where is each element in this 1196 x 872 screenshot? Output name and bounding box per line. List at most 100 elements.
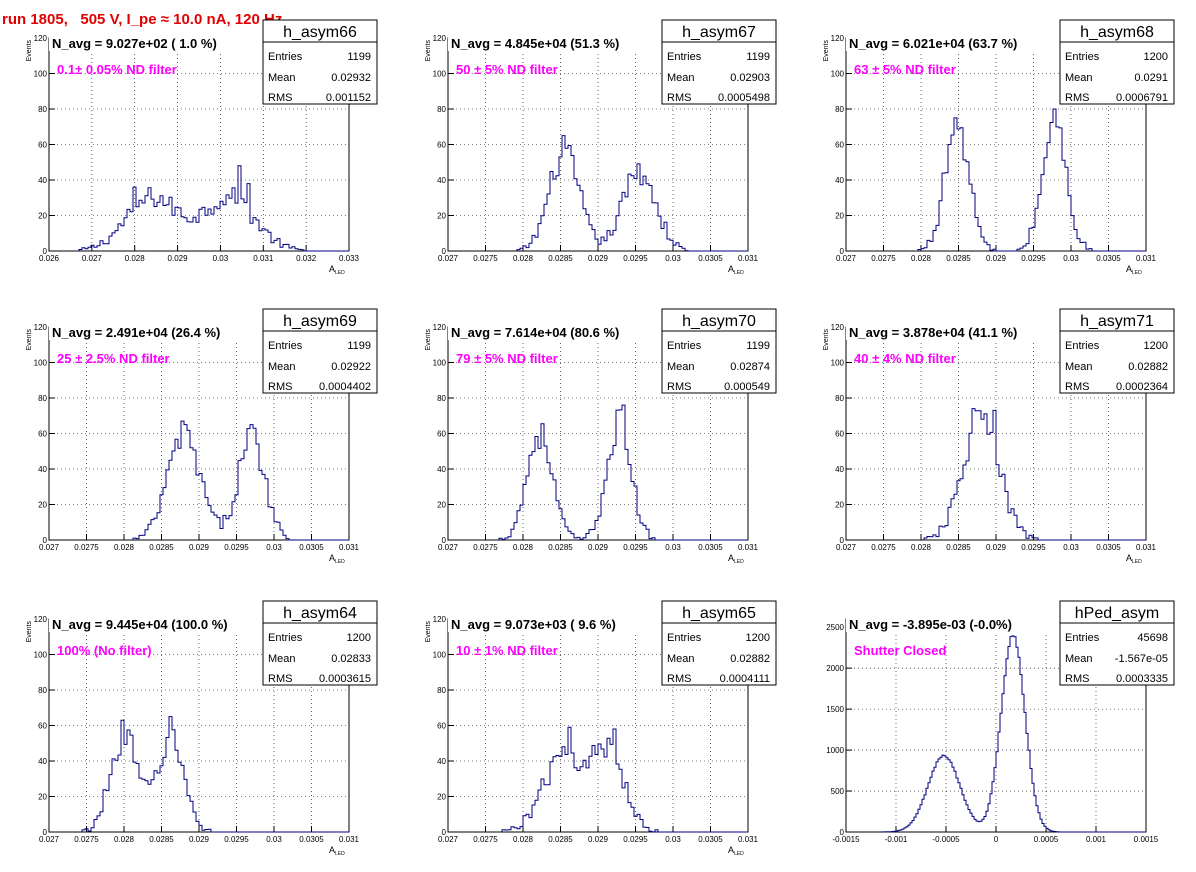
x-tick-label: 0.027	[39, 543, 60, 552]
x-tick-label: 0.0005	[1034, 835, 1059, 844]
stat-value-mean: 0.02922	[331, 361, 371, 373]
stat-label-entries: Entries	[1065, 340, 1100, 352]
filter-annotation: 10 ± 1% ND filter	[456, 643, 558, 658]
x-axis-label: ALED	[728, 553, 744, 565]
y-tick-label: 0	[43, 536, 48, 545]
stat-label-mean: Mean	[667, 361, 695, 373]
stats-box	[661, 600, 777, 686]
stats-box	[661, 308, 777, 394]
stat-label-rms: RMS	[268, 381, 292, 393]
x-tick-label: 0.028	[513, 835, 534, 844]
x-tick-label: 0.028	[911, 254, 932, 263]
x-tick-label: 0.001	[1086, 835, 1107, 844]
histogram-line	[498, 404, 748, 541]
filter-annotation: 50 ± 5% ND filter	[456, 62, 558, 77]
x-tick-label: 0.031	[1136, 543, 1157, 552]
histogram-line	[78, 165, 349, 252]
y-tick-label: 0	[442, 536, 447, 545]
y-tick-label: 120	[433, 615, 447, 624]
stat-label-rms: RMS	[1065, 92, 1089, 104]
histogram-name: h_asym64	[283, 605, 357, 622]
x-tick-label: 0.029	[986, 254, 1007, 263]
x-tick-label: 0.0285	[149, 543, 174, 552]
y-tick-label: 120	[831, 34, 845, 43]
y-tick-label: 20	[437, 501, 446, 510]
title-box	[49, 323, 267, 340]
histogram-panel-h_asym64: 0.027 0.0275 0.028 0.0285 0.029 0.0295 0.03 0.0…	[26, 600, 378, 857]
x-tick-label: 0.029	[986, 543, 1007, 552]
y-axis-label: Events	[823, 329, 830, 351]
x-tick-label: 0.028	[911, 543, 932, 552]
x-tick-label: 0.03	[1063, 543, 1079, 552]
stat-label-mean: Mean	[268, 72, 296, 84]
stat-value-entries: 1199	[746, 340, 770, 352]
x-tick-label: 0.031	[339, 835, 360, 844]
y-tick-label: 80	[835, 105, 844, 114]
x-tick-label: 0.031	[738, 835, 759, 844]
plot-title: N_avg = 3.878e+04 (41.1 %)	[849, 325, 1017, 340]
title-box	[448, 34, 666, 51]
y-tick-label: 80	[38, 394, 47, 403]
stat-value-mean: -1.567e-05	[1115, 653, 1168, 665]
histogram-line	[501, 726, 748, 833]
histogram-name: hPed_asym	[1075, 605, 1160, 622]
histogram-panel-h_asym65: 0.027 0.0275 0.028 0.0285 0.029 0.0295 0.03 0.0…	[425, 600, 777, 857]
y-tick-label: 20	[38, 212, 47, 221]
x-tick-label: 0.0295	[224, 835, 249, 844]
histogram-name: h_asym70	[682, 313, 756, 330]
title-box	[448, 323, 666, 340]
y-tick-label: 60	[437, 141, 446, 150]
stats-box	[262, 308, 378, 394]
y-axis-label: Events	[26, 40, 33, 62]
x-axis-label: ALED	[329, 264, 345, 276]
stat-value-entries: 1200	[1144, 340, 1168, 352]
x-axis-label: ALED	[329, 553, 345, 565]
y-tick-label: 60	[437, 430, 446, 439]
x-tick-label: 0.028	[513, 543, 534, 552]
x-tick-label: 0.031	[253, 254, 274, 263]
x-tick-label: 0.0275	[871, 543, 896, 552]
x-tick-label: 0.027	[82, 254, 103, 263]
x-tick-label: 0.0275	[473, 543, 498, 552]
y-tick-label: 40	[835, 465, 844, 474]
y-axis-label: Events	[425, 621, 432, 643]
stat-label-mean: Mean	[667, 72, 695, 84]
x-tick-label: 0.03	[213, 254, 229, 263]
stat-label-mean: Mean	[268, 653, 296, 665]
x-axis-label: ALED	[1126, 264, 1142, 276]
y-tick-label: 80	[835, 394, 844, 403]
x-tick-label: 0.0295	[623, 835, 648, 844]
stat-value-rms: 0.0002364	[1116, 381, 1168, 393]
x-tick-label: 0.031	[339, 543, 360, 552]
y-tick-label: 60	[38, 722, 47, 731]
x-tick-label: 0.0305	[698, 543, 723, 552]
stat-value-rms: 0.0004111	[720, 673, 770, 685]
stat-value-mean: 0.02833	[331, 653, 371, 665]
y-tick-label: 80	[437, 686, 446, 695]
stat-value-entries: 1200	[1144, 51, 1168, 63]
x-tick-label: 0.0285	[548, 543, 573, 552]
x-tick-label: 0.0295	[224, 543, 249, 552]
histogram-panel-h_asym67: 0.027 0.0275 0.028 0.0285 0.029 0.0295 0.03 0.0…	[425, 19, 777, 276]
stat-value-entries: 1199	[746, 51, 770, 63]
plot-title: N_avg = 9.073e+03 ( 9.6 %)	[451, 617, 616, 632]
x-tick-label: 0.027	[836, 254, 857, 263]
y-tick-label: 0	[442, 247, 447, 256]
histogram-name: h_asym71	[1080, 313, 1154, 330]
x-tick-label: 0.032	[296, 254, 317, 263]
y-tick-label: 20	[835, 212, 844, 221]
y-tick-label: 120	[34, 34, 48, 43]
x-tick-label: 0.027	[836, 543, 857, 552]
y-tick-label: 80	[38, 105, 47, 114]
x-tick-label: 0.03	[266, 543, 282, 552]
y-tick-label: 100	[34, 70, 48, 79]
y-tick-label: 0	[43, 247, 48, 256]
y-tick-label: 40	[38, 757, 47, 766]
x-tick-label: -0.0015	[832, 835, 860, 844]
x-axis-label: ALED	[728, 264, 744, 276]
histogram-line	[917, 108, 1146, 252]
x-tick-label: 0.03	[665, 543, 681, 552]
x-tick-label: 0.027	[438, 835, 459, 844]
y-tick-label: 20	[38, 793, 47, 802]
